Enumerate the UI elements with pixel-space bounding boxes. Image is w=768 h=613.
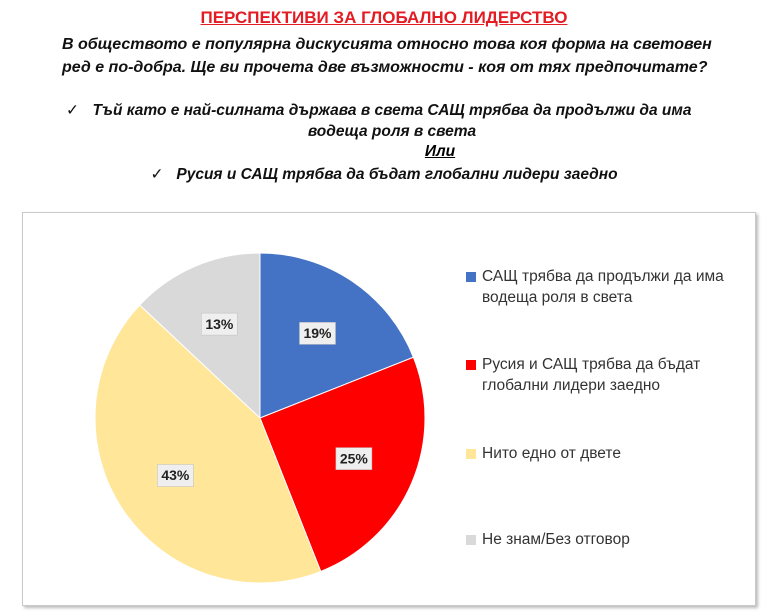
- question: В обществото е популярна дискусията отно…: [62, 36, 712, 76]
- or-text: Или: [424, 143, 456, 160]
- label-box: [335, 447, 373, 470]
- legend-swatch: [466, 449, 476, 459]
- check-icon: ✓: [66, 102, 79, 119]
- check-icon: ✓: [150, 166, 177, 183]
- label-box: [299, 322, 336, 345]
- legend-item: Русия и САЩ трябва да бъдат глобални лид…: [466, 354, 746, 396]
- legend-item: Нито едно от двете: [466, 443, 746, 464]
- option-text: Тъй като е най-силната държава в света С…: [92, 102, 692, 140]
- option: ✓ Тъй като е най-силната държава в света …: [62, 100, 722, 142]
- pie-slice: [259, 252, 415, 419]
- data-label: 13%: [205, 316, 234, 332]
- legend-label: САЩ трябва да продължи да има водеща рол…: [482, 268, 724, 306]
- data-label: 43%: [161, 467, 190, 483]
- pie-slice: [94, 304, 322, 584]
- chart-frame: [22, 212, 756, 606]
- legend-label: Не знам/Без отговор: [482, 531, 630, 548]
- title: ПЕРСПЕКТИВИ ЗА ГЛОБАЛНО ЛИДЕРСТВО: [200, 8, 568, 27]
- data-label: 19%: [303, 325, 332, 341]
- label-box: [157, 464, 194, 487]
- label-box: [201, 312, 238, 336]
- legend-item: САЩ трябва да продължи да има водеща рол…: [466, 266, 746, 308]
- option-text: Русия и САЩ трябва да бъдат глобални лид…: [176, 166, 618, 183]
- legend-item: Не знам/Без отговор: [466, 529, 746, 550]
- legend-label: Нито едно от двете: [482, 445, 621, 462]
- legend-swatch: [466, 535, 476, 545]
- legend-swatch: [466, 360, 476, 370]
- data-label: 25%: [340, 450, 369, 466]
- legend-swatch: [466, 272, 476, 282]
- pie-slice: [139, 252, 261, 420]
- legend-label: Русия и САЩ трябва да бъдат глобални лид…: [482, 356, 701, 394]
- option: ✓ Русия и САЩ трябва да бъдат глобални л…: [0, 164, 768, 185]
